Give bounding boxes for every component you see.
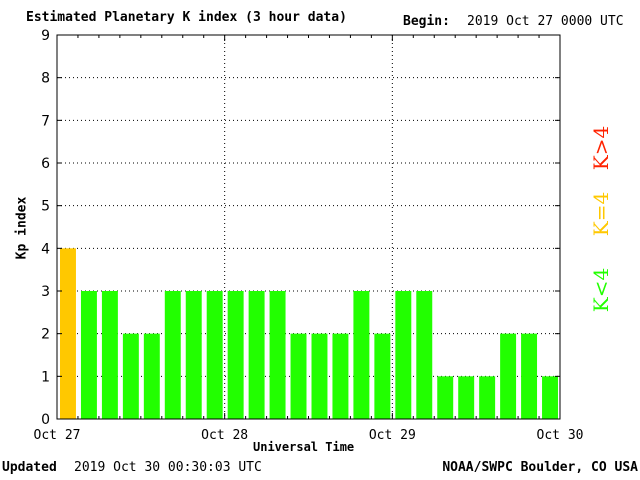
legend-k-above-4: K>4	[589, 125, 613, 171]
kp-bar	[521, 333, 538, 419]
credit-text: NOAA/SWPC Boulder, CO USA	[442, 460, 638, 475]
kp-bar	[101, 291, 118, 419]
y-tick-label: 2	[41, 327, 50, 343]
chart-title: Estimated Planetary K index (3 hour data…	[26, 10, 347, 25]
y-tick-label: 6	[41, 156, 50, 172]
y-tick-label: 3	[41, 284, 50, 300]
kp-bar	[269, 291, 286, 419]
legend-k-equal-4: K=4	[589, 191, 613, 237]
x-tick-label: Oct 27	[34, 428, 81, 443]
kp-bar	[437, 376, 454, 419]
y-tick-label: 7	[41, 113, 50, 129]
y-tick-label: 4	[41, 241, 50, 257]
y-tick-label: 8	[41, 71, 50, 87]
x-tick-label: Oct 30	[537, 428, 584, 443]
kp-bar	[500, 333, 517, 419]
legend-k-below-4: K<4	[589, 267, 613, 313]
begin-label: Begin:	[403, 14, 450, 29]
kp-bar	[458, 376, 475, 419]
y-tick-label: 9	[41, 28, 50, 44]
x-tick-label: Oct 28	[201, 428, 248, 443]
y-axis-label: Kp index	[14, 196, 30, 260]
updated-label: Updated	[2, 460, 57, 475]
kp-bar	[332, 333, 349, 419]
kp-bar	[416, 291, 433, 419]
y-tick-label: 0	[41, 412, 50, 428]
kp-bar	[206, 291, 223, 419]
y-tick-label: 5	[41, 199, 50, 215]
kp-bar	[164, 291, 181, 419]
kp-bar	[353, 291, 370, 419]
kp-bar	[395, 291, 412, 419]
begin-value: 2019 Oct 27 0000 UTC	[467, 14, 624, 29]
kp-bar	[227, 291, 244, 419]
kp-bar	[479, 376, 496, 419]
kp-bar	[311, 333, 328, 419]
kp-bar	[374, 333, 391, 419]
kp-bar	[122, 333, 139, 419]
updated-value: 2019 Oct 30 00:30:03 UTC	[74, 460, 262, 475]
kp-bar	[290, 333, 307, 419]
x-tick-label: Oct 29	[369, 428, 416, 443]
kp-bar	[143, 333, 160, 419]
kp-bar	[80, 291, 97, 419]
kp-bar	[60, 248, 76, 419]
kp-bar	[185, 291, 202, 419]
y-tick-label: 1	[41, 369, 50, 385]
kp-bar	[248, 291, 265, 419]
x-axis-label: Universal Time	[253, 440, 355, 454]
kp-bar	[542, 376, 558, 419]
